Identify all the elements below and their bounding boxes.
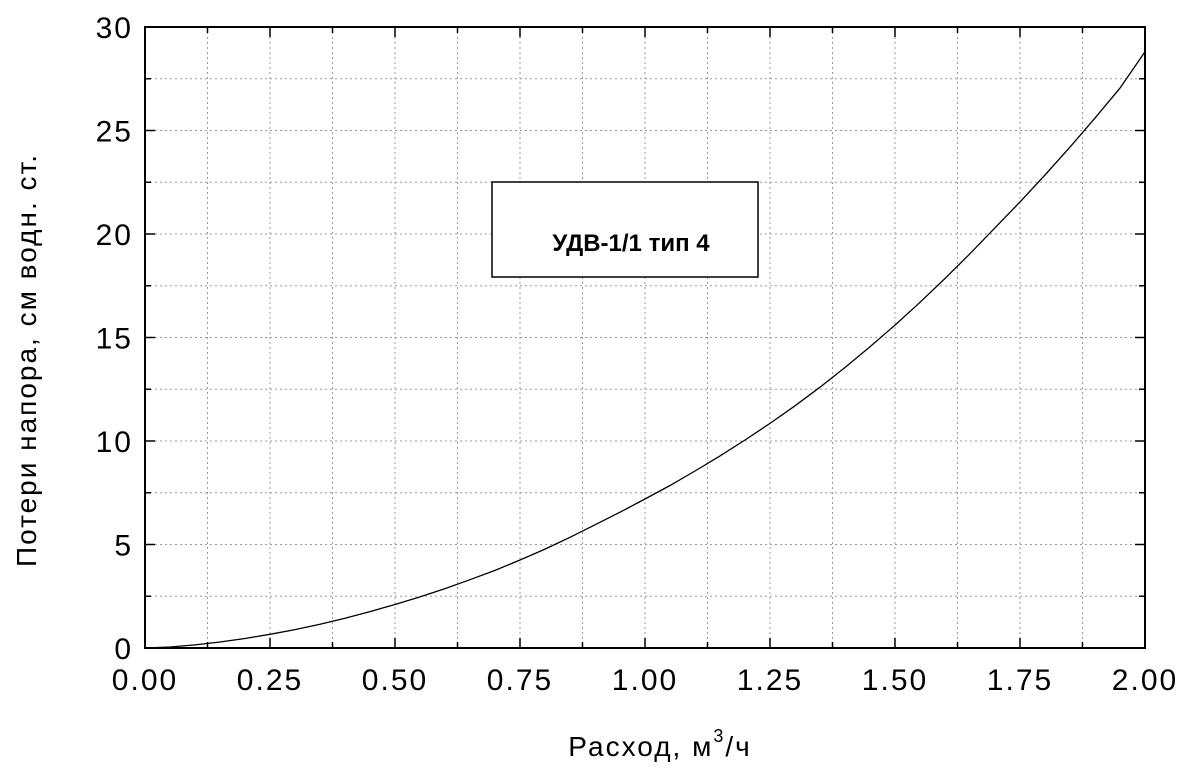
legend-box bbox=[491, 181, 759, 278]
y-tick-label: 30 bbox=[96, 12, 133, 45]
x-axis-title-superscript: 3 bbox=[713, 726, 725, 746]
legend-label: УДВ-1/1 тип 4 bbox=[552, 230, 710, 257]
series-layer bbox=[144, 51, 1146, 649]
x-axis-title: Расход, м3/ч bbox=[568, 726, 752, 762]
y-tick-label: 20 bbox=[96, 219, 133, 252]
x-tick-labels: 0.00 0.25 0.50 0.75 1.00 1.25 1.50 1.75 2.00 bbox=[112, 664, 1178, 697]
legend: УДВ-1/1 тип 4 bbox=[491, 181, 759, 278]
x-axis-title-suffix: /ч bbox=[725, 731, 751, 762]
grid bbox=[145, 27, 1145, 648]
x-tick-label: 2.00 bbox=[1112, 664, 1178, 697]
x-tick-label: 0.00 bbox=[112, 664, 178, 697]
y-tick-label: 15 bbox=[96, 323, 133, 356]
x-tick-label: 1.50 bbox=[862, 664, 928, 697]
y-tick-label: 25 bbox=[96, 116, 133, 149]
x-tick-label: 0.25 bbox=[237, 664, 303, 697]
y-tick-label: 10 bbox=[96, 426, 133, 459]
series-line bbox=[144, 51, 1146, 649]
x-tick-label: 1.00 bbox=[612, 664, 678, 697]
x-tick-label: 1.75 bbox=[987, 664, 1053, 697]
x-tick-label: 0.50 bbox=[362, 664, 428, 697]
y-tick-label: 5 bbox=[114, 530, 133, 563]
x-tick-label: 1.25 bbox=[737, 664, 803, 697]
x-tick-label: 0.75 bbox=[487, 664, 553, 697]
x-axis-title-main: Расход, м bbox=[568, 731, 713, 762]
y-tick-label: 0 bbox=[114, 633, 133, 666]
y-axis-title: Потери напора, см водн. ст. bbox=[11, 153, 42, 567]
y-tick-labels: 0 5 10 15 20 25 30 bbox=[96, 12, 133, 666]
plot-frame bbox=[144, 26, 1146, 649]
